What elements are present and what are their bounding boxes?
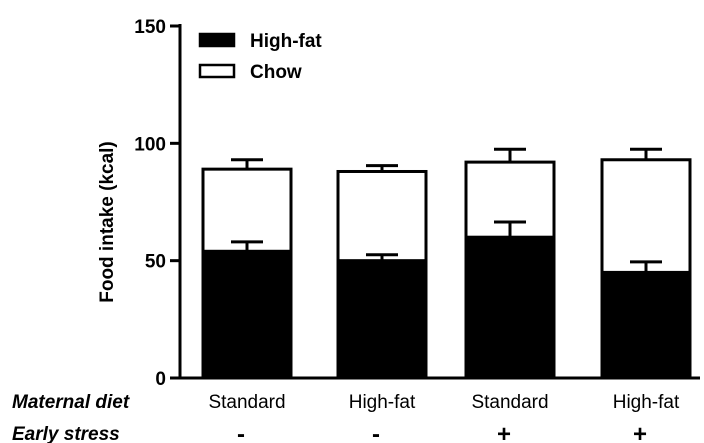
bar-highfat-3 [464, 235, 556, 380]
y-tick-label-0: 0 [155, 369, 166, 390]
bar-chow-4 [600, 158, 692, 274]
category-label-1: Standard [208, 392, 285, 413]
bars-layer [201, 158, 692, 380]
legend-swatch-chow [198, 63, 236, 79]
early-stress-label-2: - [372, 421, 380, 443]
axes-layer: 0 50 100 150 Food intake (kcal) [97, 17, 700, 390]
bar-highfat-1 [201, 249, 293, 380]
legend-label-highfat: High-fat [250, 31, 322, 52]
legend-swatch-highfat [198, 32, 236, 48]
bar-highfat-4 [600, 270, 692, 380]
early-stress-label-4: + [633, 421, 647, 443]
y-axis-title: Food intake (kcal) [97, 141, 118, 303]
row-label-early-stress: Early stress [12, 424, 120, 443]
legend: High-fat Chow [198, 31, 322, 83]
bar-chow-1 [201, 167, 293, 253]
legend-label-chow: Chow [250, 62, 302, 83]
early-stress-label-1: - [237, 421, 245, 443]
y-tick-label-50: 50 [145, 252, 166, 273]
category-label-2: High-fat [349, 392, 416, 413]
row-label-maternal-diet: Maternal diet [12, 392, 130, 413]
y-tick-label-100: 100 [134, 134, 166, 155]
category-label-4: High-fat [613, 392, 680, 413]
bar-highfat-2 [336, 259, 428, 380]
bar-chow-2 [336, 169, 428, 263]
error-bars-layer [231, 147, 662, 273]
early-stress-label-3: + [497, 421, 511, 443]
category-label-3: Standard [471, 392, 548, 413]
y-tick-label-150: 150 [134, 17, 166, 38]
labels-layer: Maternal diet Early stress Standard - High-f… [12, 392, 680, 443]
